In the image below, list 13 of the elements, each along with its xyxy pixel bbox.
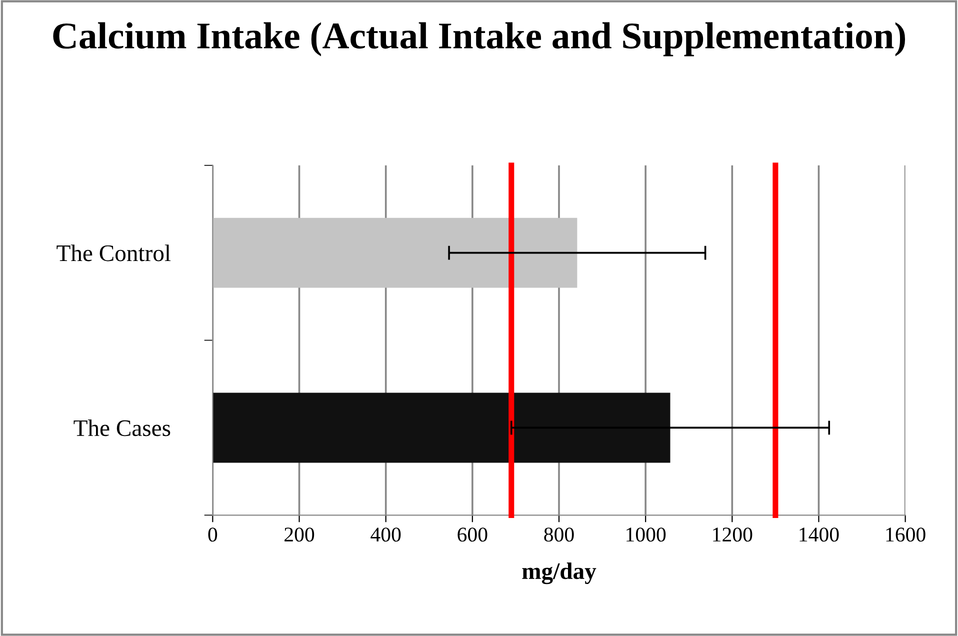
x-tick-label: 400 (370, 528, 401, 542)
x-tick-label: 1200 (713, 528, 752, 542)
x-tick-label: 1600 (886, 528, 926, 542)
y-tick-label: The Control (56, 244, 171, 262)
x-tick-label: 200 (284, 528, 314, 542)
y-tick-label: The Cases (74, 420, 170, 436)
x-tick-label: 800 (544, 528, 574, 542)
x-tick-label: 0 (208, 528, 218, 542)
x-tick-label: 1000 (626, 528, 666, 542)
x-axis-title: mg/day (522, 562, 596, 584)
chart-title: Calcium Intake (Actual Intake and Supplementation) (53, 22, 906, 56)
x-tick-label: 600 (458, 528, 488, 542)
x-tick-label: 1400 (800, 528, 839, 542)
